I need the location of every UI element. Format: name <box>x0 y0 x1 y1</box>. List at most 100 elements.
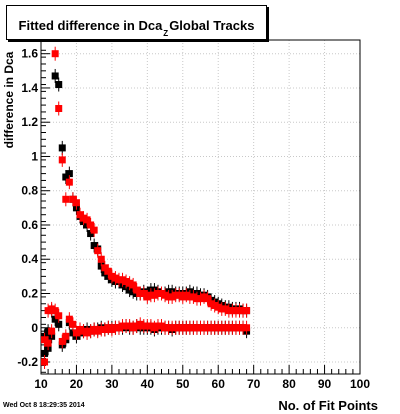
data-point <box>58 337 66 345</box>
y-tick-label: 0 <box>31 321 38 335</box>
y-tick-label: 1.2 <box>21 115 38 129</box>
data-point <box>168 324 176 332</box>
data-point <box>87 327 95 335</box>
data-point <box>104 324 112 332</box>
data-point <box>150 291 158 299</box>
data-point <box>55 105 63 113</box>
data-point <box>243 307 251 315</box>
data-point <box>83 216 91 224</box>
date-stamp: Wed Oct 8 18:29:35 2014 <box>3 402 85 409</box>
data-point <box>83 329 91 337</box>
data-point <box>179 324 187 332</box>
data-point <box>225 324 233 332</box>
data-point <box>140 289 148 297</box>
data-point <box>235 307 243 315</box>
data-point <box>58 144 66 152</box>
data-point <box>122 322 130 330</box>
x-axis-label: No. of Fit Points <box>278 398 378 413</box>
data-point <box>175 291 183 299</box>
data-point <box>158 322 166 330</box>
data-point <box>239 307 247 315</box>
data-point <box>182 324 190 332</box>
data-point <box>235 324 243 332</box>
y-axis-label: difference in Dca <box>2 51 16 149</box>
data-point <box>122 278 130 286</box>
data-point <box>207 324 215 332</box>
data-point <box>55 312 63 320</box>
data-point <box>200 324 208 332</box>
chart-title-tail: Global Tracks <box>169 18 255 33</box>
data-point <box>168 293 176 301</box>
data-point <box>129 324 137 332</box>
data-point <box>175 324 183 332</box>
x-tick-label: 60 <box>212 377 226 391</box>
data-point <box>161 291 169 299</box>
data-point <box>179 293 187 301</box>
data-point <box>51 307 59 315</box>
data-point <box>119 276 127 284</box>
x-tick-label: 50 <box>176 377 190 391</box>
chart-title-box: Fitted difference in DcaZGlobal Tracks <box>6 5 267 40</box>
data-point <box>129 281 137 289</box>
data-point <box>108 272 116 280</box>
data-point <box>94 247 102 255</box>
data-point <box>218 305 226 313</box>
data-point <box>214 303 222 311</box>
data-point <box>111 274 119 282</box>
y-tick-label: 0.6 <box>21 218 38 232</box>
data-point <box>97 255 105 263</box>
data-point <box>90 242 98 250</box>
data-point <box>154 289 162 297</box>
data-point <box>65 178 73 186</box>
data-point <box>221 305 229 313</box>
data-point <box>80 327 88 335</box>
data-point <box>62 195 70 203</box>
chart-title-subscript: Z <box>163 29 169 38</box>
data-point <box>147 291 155 299</box>
x-tick-label: 30 <box>105 377 119 391</box>
plot-frame <box>40 39 361 375</box>
data-point <box>232 324 240 332</box>
data-point <box>147 322 155 330</box>
data-point <box>161 324 169 332</box>
data-point <box>51 315 59 323</box>
data-point <box>243 324 251 332</box>
data-point <box>189 324 197 332</box>
data-point <box>239 324 247 332</box>
y-tick-label: 0.4 <box>21 252 38 266</box>
x-tick-label: 70 <box>247 377 261 391</box>
data-point <box>119 322 127 330</box>
data-point <box>69 320 77 328</box>
y-axis-label-wrap: difference in Dca <box>0 40 18 160</box>
x-tick-label: 90 <box>318 377 332 391</box>
data-point <box>58 156 66 164</box>
data-point <box>76 211 84 219</box>
x-tick-label: 20 <box>70 377 84 391</box>
series-red <box>41 46 251 370</box>
data-point <box>133 286 141 294</box>
data-point <box>115 276 123 284</box>
data-point <box>101 325 109 333</box>
data-point <box>126 322 134 330</box>
data-point <box>204 324 212 332</box>
y-tick-label: 0.8 <box>21 184 38 198</box>
data-point <box>104 267 112 275</box>
data-point <box>225 307 233 315</box>
data-point <box>48 327 56 335</box>
data-point <box>41 336 49 344</box>
data-point <box>48 305 56 313</box>
data-point <box>143 322 151 330</box>
data-point <box>204 295 212 303</box>
chart-title-main: Fitted difference in Dca <box>18 18 163 33</box>
data-point <box>44 339 52 347</box>
x-tick-label: 40 <box>141 377 155 391</box>
data-point <box>44 307 52 315</box>
x-tick-label: 100 <box>350 377 370 391</box>
data-point <box>158 289 166 297</box>
data-point <box>55 81 63 89</box>
y-tick-label: 1.6 <box>21 47 38 61</box>
data-point <box>197 324 204 332</box>
data-point <box>218 324 226 332</box>
data-point <box>41 358 49 366</box>
